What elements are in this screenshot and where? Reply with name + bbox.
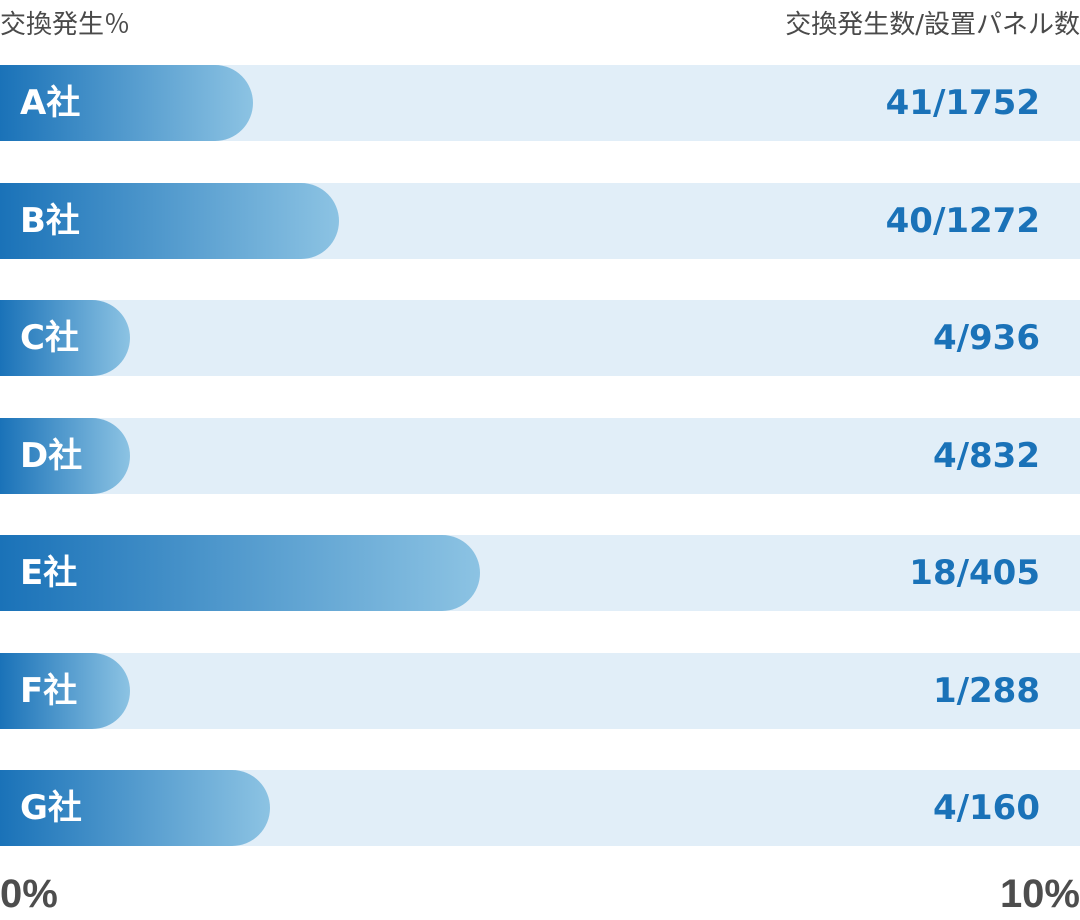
company-label: A社 bbox=[20, 83, 81, 123]
chart-row: G社 4/160 bbox=[0, 770, 1080, 846]
chart-row: E社 18/405 bbox=[0, 535, 1080, 611]
ratio-label: 41/1752 bbox=[885, 83, 1040, 123]
axis-max-label: 10% bbox=[999, 872, 1080, 916]
ratio-label: 4/832 bbox=[932, 436, 1040, 476]
chart-row: C社 4/936 bbox=[0, 300, 1080, 376]
chart-row: D社 4/832 bbox=[0, 418, 1080, 494]
company-label: G社 bbox=[20, 788, 82, 828]
chart-bar bbox=[0, 535, 480, 611]
ratio-column-title: 交換発生数/設置パネル数 bbox=[785, 10, 1080, 40]
chart-row: A社 41/1752 bbox=[0, 65, 1080, 141]
chart-row: F社 1/288 bbox=[0, 653, 1080, 729]
axis-min-label: 0% bbox=[0, 872, 58, 916]
chart-row: B社 40/1272 bbox=[0, 183, 1080, 259]
chart-bar bbox=[0, 418, 130, 494]
ratio-label: 4/160 bbox=[932, 788, 1040, 828]
chart-bar bbox=[0, 300, 130, 376]
company-label: F社 bbox=[20, 671, 78, 711]
ratio-label: 18/405 bbox=[909, 553, 1040, 593]
ratio-label: 40/1272 bbox=[885, 201, 1040, 241]
chart-bar bbox=[0, 65, 253, 141]
company-label: E社 bbox=[20, 553, 78, 593]
ratio-label: 1/288 bbox=[932, 671, 1040, 711]
chart-bar bbox=[0, 183, 339, 259]
company-label: B社 bbox=[20, 201, 80, 241]
chart-bar bbox=[0, 770, 270, 846]
ratio-label: 4/936 bbox=[932, 318, 1040, 358]
chart-bar bbox=[0, 653, 130, 729]
company-label: C社 bbox=[20, 318, 79, 358]
company-label: D社 bbox=[20, 436, 83, 476]
percent-axis-title: 交換発生％ bbox=[0, 10, 131, 40]
